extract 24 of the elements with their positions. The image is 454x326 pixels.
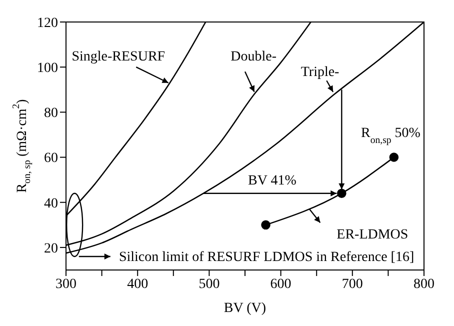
- x-tick-label: 300: [56, 276, 76, 292]
- annotation: BV 41%: [248, 173, 297, 188]
- series-label: ER-LDMOS: [336, 227, 408, 242]
- y-tick-label: 60: [44, 151, 58, 166]
- y-tick-label: 40: [44, 196, 58, 212]
- annotation: R$_{on,sp}$ 50%: [360, 126, 421, 146]
- y-tick-label: 100: [37, 61, 58, 76]
- series-label: Single-RESURF: [72, 49, 166, 64]
- y-tick-label: 120: [37, 16, 58, 31]
- annotation: Silicon limit of RESURF LDMOS in Reference [16]: [118, 250, 414, 265]
- x-tick-label: 700: [342, 276, 363, 292]
- series-label: Double-: [230, 49, 277, 64]
- x-tick-label: 800: [414, 276, 434, 292]
- point: [261, 220, 270, 230]
- line-series: [66, 22, 206, 217]
- y-tick-label: 80: [44, 106, 58, 122]
- x-tick-label: 600: [270, 276, 292, 292]
- x-tick-label: 500: [198, 276, 220, 292]
- x-tick-label: 400: [127, 276, 148, 292]
- series-label: Triple-: [300, 65, 340, 80]
- point: [337, 188, 346, 198]
- y-tick-label: 20: [44, 241, 58, 256]
- x-axis-title: BV (V): [224, 301, 266, 316]
- point: [389, 152, 399, 162]
